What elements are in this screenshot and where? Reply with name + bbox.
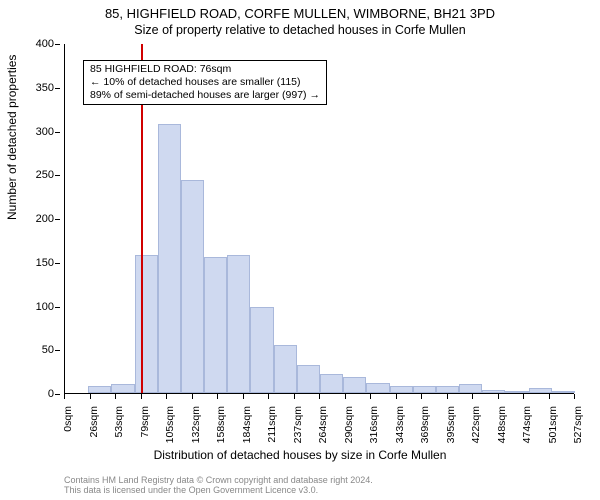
x-tick-mark [447, 394, 448, 399]
plot-area: 85 HIGHFIELD ROAD: 76sqm ← 10% of detach… [64, 44, 574, 394]
x-tick-mark [141, 394, 142, 399]
y-tick-mark [55, 350, 60, 351]
y-tick-mark [55, 175, 60, 176]
y-tick-label: 300 [36, 126, 54, 138]
x-tick-label: 158sqm [215, 406, 227, 443]
y-tick-mark [55, 44, 60, 45]
x-tick-mark [166, 394, 167, 399]
histogram-bar [274, 345, 297, 393]
x-tick-mark [421, 394, 422, 399]
credit-line-2: This data is licensed under the Open Gov… [64, 486, 373, 496]
y-tick-label: 350 [36, 82, 54, 94]
histogram-bar [413, 386, 436, 393]
x-tick-label: 316sqm [368, 406, 380, 443]
histogram-bar [135, 255, 158, 393]
y-tick-mark [55, 88, 60, 89]
credit-text: Contains HM Land Registry data © Crown c… [64, 476, 373, 496]
x-tick-mark [243, 394, 244, 399]
x-tick-label: 264sqm [317, 406, 329, 443]
y-tick-label: 400 [36, 38, 54, 50]
histogram-bar [459, 384, 482, 393]
info-line-1: 85 HIGHFIELD ROAD: 76sqm [90, 63, 320, 76]
x-tick-label: 132sqm [190, 406, 202, 443]
x-tick-label: 0sqm [62, 406, 74, 432]
x-tick-mark [498, 394, 499, 399]
x-tick-mark [396, 394, 397, 399]
x-tick-mark [115, 394, 116, 399]
x-tick-label: 501sqm [547, 406, 559, 443]
x-tick-mark [549, 394, 550, 399]
histogram-bar [529, 388, 552, 393]
x-tick-mark [217, 394, 218, 399]
x-tick-label: 211sqm [266, 406, 278, 443]
histogram-bar [343, 377, 366, 393]
histogram-bar [505, 391, 528, 393]
histogram-bar [436, 386, 459, 393]
histogram-bar [111, 384, 134, 393]
x-tick-mark [64, 394, 65, 399]
x-tick-label: 369sqm [419, 406, 431, 443]
x-tick-label: 105sqm [164, 406, 176, 443]
y-tick-mark [55, 219, 60, 220]
histogram-bar [390, 386, 413, 393]
y-tick-label: 50 [42, 344, 54, 356]
histogram-bar [227, 255, 250, 393]
x-tick-label: 474sqm [521, 406, 533, 443]
x-axis-ticks: 0sqm 26sqm 53sqm 79sqm 105sqm 132sqm 158sqm 184… [64, 394, 574, 454]
x-tick-mark [268, 394, 269, 399]
y-tick-label: 250 [36, 169, 54, 181]
x-tick-label: 448sqm [496, 406, 508, 443]
x-tick-mark [192, 394, 193, 399]
histogram-bar [204, 257, 227, 393]
x-tick-mark [294, 394, 295, 399]
x-tick-mark [345, 394, 346, 399]
histogram-bar [320, 374, 343, 393]
x-tick-mark [370, 394, 371, 399]
y-tick-label: 100 [36, 301, 54, 313]
histogram-bar [366, 383, 389, 394]
histogram-bar [88, 386, 111, 393]
x-tick-label: 184sqm [241, 406, 253, 443]
y-axis-ticks: 050100150200250300350400 [0, 44, 60, 394]
y-tick-mark [55, 307, 60, 308]
x-tick-label: 53sqm [113, 406, 125, 438]
x-tick-label: 395sqm [445, 406, 457, 443]
x-tick-label: 290sqm [343, 406, 355, 443]
x-tick-label: 237sqm [292, 406, 304, 443]
histogram-bar [552, 391, 575, 393]
y-tick-label: 150 [36, 257, 54, 269]
x-axis-label: Distribution of detached houses by size … [0, 448, 600, 462]
x-tick-label: 422sqm [470, 406, 482, 443]
chart-title-sub: Size of property relative to detached ho… [0, 21, 600, 37]
y-tick-mark [55, 394, 60, 395]
y-tick-label: 0 [48, 388, 54, 400]
y-tick-label: 200 [36, 213, 54, 225]
chart-title-main: 85, HIGHFIELD ROAD, CORFE MULLEN, WIMBOR… [0, 0, 600, 21]
x-tick-label: 26sqm [88, 406, 100, 438]
histogram-bar [482, 390, 505, 394]
x-tick-label: 79sqm [139, 406, 151, 438]
x-tick-mark [472, 394, 473, 399]
histogram-bar [297, 365, 320, 393]
x-tick-label: 527sqm [572, 406, 584, 443]
histogram-bar [250, 307, 273, 393]
histogram-bar [181, 180, 204, 394]
x-tick-mark [90, 394, 91, 399]
y-tick-mark [55, 132, 60, 133]
x-tick-mark [319, 394, 320, 399]
info-line-2: ← 10% of detached houses are smaller (11… [90, 76, 320, 89]
info-box: 85 HIGHFIELD ROAD: 76sqm ← 10% of detach… [83, 60, 327, 105]
y-tick-mark [55, 263, 60, 264]
histogram-bar [158, 124, 181, 394]
x-tick-mark [523, 394, 524, 399]
x-tick-label: 343sqm [394, 406, 406, 443]
info-line-3: 89% of semi-detached houses are larger (… [90, 89, 320, 102]
x-tick-mark [574, 394, 575, 399]
